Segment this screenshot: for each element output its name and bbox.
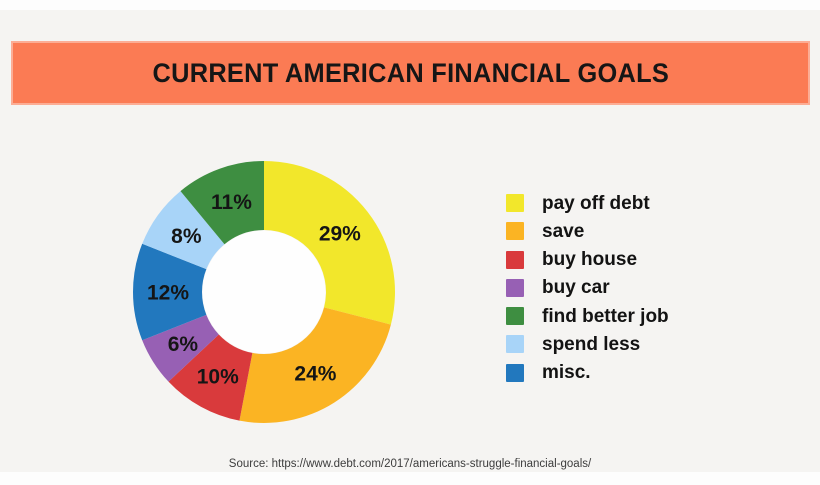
legend-label: pay off debt	[542, 192, 650, 214]
bottom-edge-strip	[0, 472, 820, 485]
source-text: Source: https://www.debt.com/2017/americ…	[228, 458, 592, 470]
top-edge-strip	[0, 0, 820, 10]
donut-segment-buy-car	[142, 314, 219, 382]
donut-segment-buy-house	[168, 334, 253, 421]
legend-item: buy car	[506, 277, 669, 299]
legend-swatch	[506, 307, 524, 326]
legend-swatch	[506, 194, 524, 212]
legend-item: misc.	[506, 362, 669, 384]
legend-item: pay off debt	[506, 192, 669, 214]
donut-hole	[202, 230, 326, 354]
donut-data-label: 24%	[294, 363, 336, 386]
donut-data-label: 8%	[171, 225, 202, 248]
legend-label: save	[542, 220, 585, 242]
legend-item: save	[506, 220, 669, 242]
legend-swatch	[506, 363, 524, 382]
legend-item: buy house	[506, 249, 669, 271]
legend-label: find better job	[542, 305, 669, 327]
page-title: CURRENT AMERICAN FINANCIAL GOALS	[152, 57, 669, 88]
donut-segment-find-better-job	[180, 161, 264, 245]
legend-label: buy house	[542, 249, 638, 271]
donut-segment-pay-off-debt	[264, 161, 395, 325]
donut-segment-save	[239, 307, 391, 423]
donut-data-label: 6%	[168, 333, 199, 356]
legend-label: misc.	[542, 362, 591, 384]
legend-swatch	[506, 222, 524, 241]
legend-swatch	[506, 278, 524, 297]
legend-item: spend less	[506, 333, 669, 355]
legend-label: spend less	[542, 333, 641, 355]
donut-segment-misc	[132, 243, 207, 341]
donut-data-label: 10%	[197, 366, 239, 389]
legend-swatch	[506, 335, 524, 354]
title-banner: CURRENT AMERICAN FINANCIAL GOALS	[11, 41, 810, 105]
legend-swatch	[506, 250, 524, 269]
donut-data-label: 12%	[147, 282, 189, 305]
donut-segment-spend-less	[142, 191, 225, 270]
donut-data-label: 11%	[211, 191, 252, 214]
legend-label: buy car	[542, 277, 610, 299]
legend-item: find better job	[506, 305, 669, 327]
donut-data-label: 29%	[319, 223, 361, 246]
chart-legend: pay off debt save buy house buy car find bet…	[506, 194, 669, 392]
